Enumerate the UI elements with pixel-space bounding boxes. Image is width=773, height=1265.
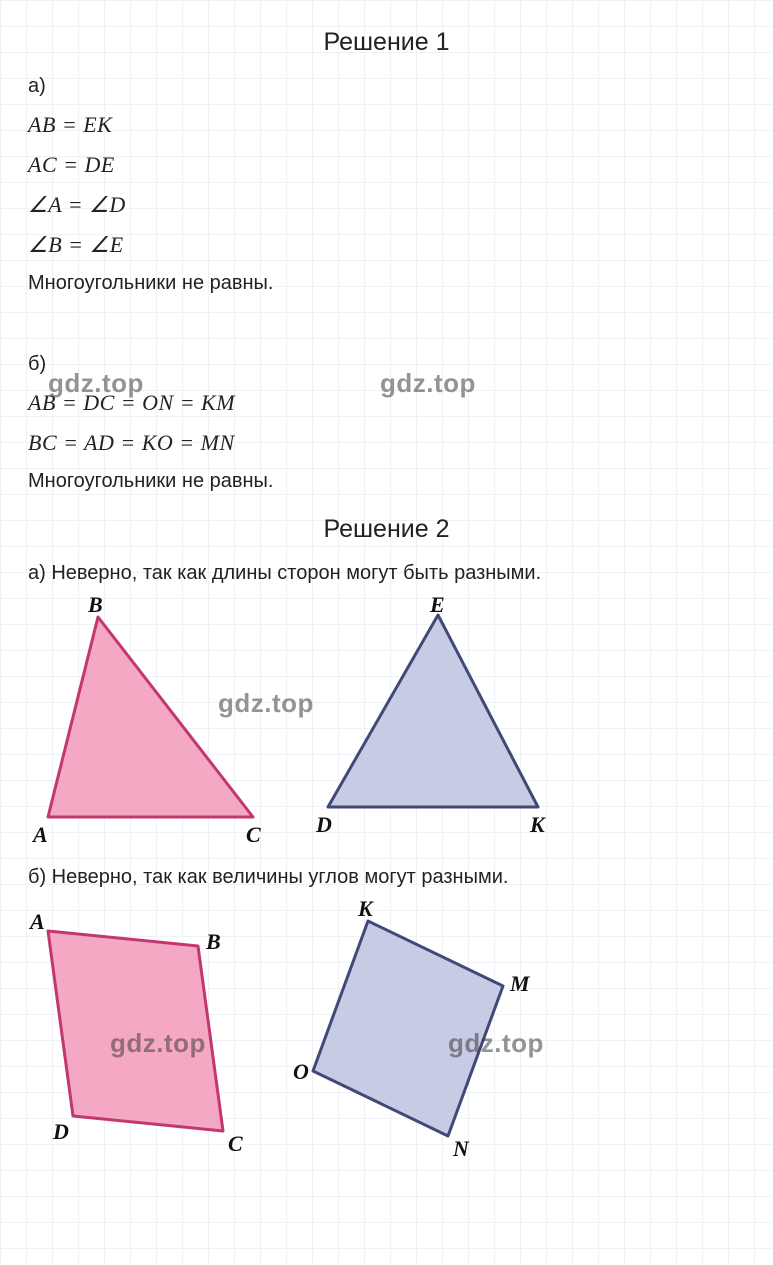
svg-text:B: B	[87, 597, 103, 617]
s1b-eq2: BC = AD = KO = MN	[28, 430, 745, 456]
svg-text:K: K	[529, 812, 546, 837]
triangle-left: A B C	[28, 597, 278, 852]
svg-text:A: A	[31, 822, 48, 847]
figure-quads-row: A B C D K M N O	[28, 901, 745, 1166]
svg-text:M: M	[509, 971, 531, 996]
svg-text:B: B	[205, 929, 221, 954]
svg-text:D: D	[315, 812, 332, 837]
s1a-conclusion: Многоугольники не равны.	[28, 272, 745, 295]
svg-text:O: O	[293, 1059, 309, 1084]
solution1-heading: Решение 1	[28, 28, 745, 57]
solution2-heading: Решение 2	[28, 515, 745, 544]
parallelogram-left: A B C D	[28, 901, 258, 1161]
svg-text:D: D	[52, 1119, 69, 1144]
svg-text:K: K	[357, 901, 374, 921]
s1b-eq1: AB = DC = ON = KM	[28, 390, 745, 416]
s1a-eq4: ∠B = ∠E	[28, 232, 745, 258]
svg-text:C: C	[228, 1131, 243, 1156]
s2a-text: а) Неверно, так как длины сторон могут б…	[28, 562, 745, 585]
s1a-eq2: AC = DE	[28, 152, 745, 178]
parallelogram-right: K M N O	[288, 901, 538, 1166]
svg-text:A: A	[28, 909, 45, 934]
s2b-text: б) Неверно, так как величины углов могут…	[28, 866, 745, 889]
svg-text:C: C	[246, 822, 261, 847]
figure-triangles-row: A B C E D K	[28, 597, 745, 852]
s1a-eq3: ∠A = ∠D	[28, 192, 745, 218]
s1b-conclusion: Многоугольники не равны.	[28, 470, 745, 493]
s1a-label: а)	[28, 75, 745, 98]
s1b-label: б)	[28, 353, 745, 376]
svg-text:E: E	[429, 597, 445, 617]
svg-text:N: N	[452, 1136, 470, 1161]
page-content: Решение 1 а) AB = EK AC = DE ∠A = ∠D ∠B …	[0, 0, 773, 1200]
s1a-eq1: AB = EK	[28, 112, 745, 138]
triangle-right: E D K	[308, 597, 558, 847]
